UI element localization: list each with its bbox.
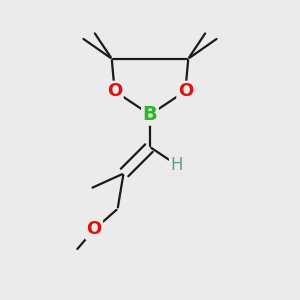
Text: O: O: [86, 220, 102, 238]
Text: B: B: [142, 105, 158, 124]
Text: O: O: [178, 82, 193, 100]
Text: H: H: [170, 156, 183, 174]
Text: O: O: [107, 82, 122, 100]
